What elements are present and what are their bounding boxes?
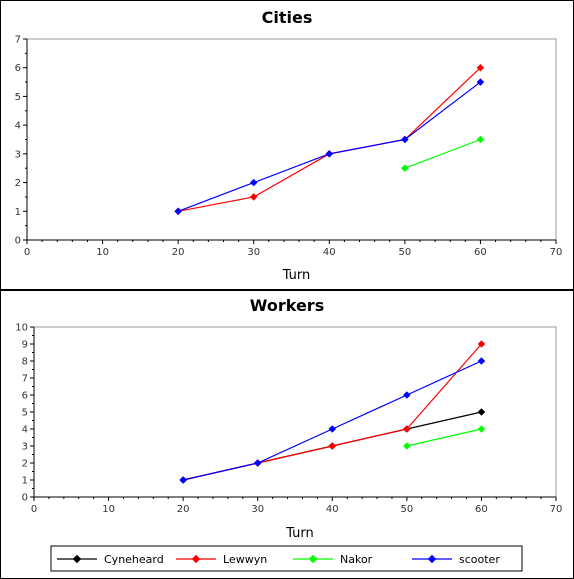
chart1-data-point-scooter (477, 357, 486, 365)
chart1-data-point-lewwyn (403, 425, 411, 433)
chart1-x-tick-label: 30 (251, 504, 264, 515)
chart0-y-tick-label: 2 (15, 178, 21, 189)
chart1-x-tick-label: 20 (177, 504, 190, 515)
legend-label-cyneheard: Cyneheard (104, 553, 164, 566)
chart1-x-tick-label: 40 (326, 504, 339, 515)
chart1-x-tick-label: 60 (475, 504, 488, 515)
chart1-x-axis-label: Turn (285, 526, 314, 541)
legend-item-nakor: Nakor (293, 553, 373, 566)
chart1-series-scooter (179, 357, 486, 484)
legend-marker-cyneheard (72, 554, 82, 564)
legend: Cyneheard Lewwyn Nakor scooter (50, 545, 523, 572)
chart0-x-tick-label: 0 (24, 247, 30, 258)
legend-marker-nakor (308, 554, 318, 564)
legend-label-scooter: scooter (459, 553, 500, 566)
chart0-y-tick-label: 0 (15, 236, 21, 247)
chart1-plot-area (33, 326, 557, 498)
chart1-data-point-scooter (403, 391, 411, 399)
chart0-series-line-nakor (404, 138, 481, 169)
chart1-x-tick-label: 70 (550, 504, 563, 515)
chart0-data-point-scooter (174, 207, 182, 216)
workers-chart: Workers 0 10 20 30 40 50 60 70 0 1 2 3 4 5 6 7 8 9 10 Turn (15, 296, 562, 541)
chart1-y-tick-label: 10 (15, 323, 28, 334)
chart0-data-point-scooter (325, 150, 334, 158)
chart0-y-tick-label: 3 (15, 149, 21, 160)
chart0-y-tick-label: 6 (15, 63, 21, 74)
chart1-data-point-lewwyn (477, 340, 486, 348)
chart1-x-tick-label: 10 (102, 504, 115, 515)
legend-label-nakor: Nakor (340, 553, 373, 566)
chart1-data-point-nakor (477, 425, 486, 433)
chart1-series-nakor (403, 425, 486, 450)
chart1-x-tick-label: 0 (31, 504, 37, 515)
legend-item-scooter: scooter (412, 553, 500, 566)
chart1-y-tick-label: 9 (22, 340, 28, 351)
chart1-data-point-lewwyn (328, 442, 337, 450)
chart0-x-tick-label: 30 (247, 247, 260, 258)
chart0-y-tick-label: 7 (15, 35, 21, 46)
chart1-data-point-scooter (328, 425, 337, 433)
chart0-y-tick-label: 5 (15, 92, 21, 103)
chart0-data-point-lewwyn (476, 63, 485, 72)
chart0-title: Cities (262, 8, 313, 27)
chart0-data-point-nakor (401, 164, 409, 173)
chart1-data-point-cyneheard (477, 408, 486, 416)
chart1-x-tick-label: 50 (400, 504, 413, 515)
chart0-x-tick-label: 50 (398, 247, 411, 258)
chart1-y-tick-label: 5 (22, 408, 28, 419)
legend-item-lewwyn: Lewwyn (176, 553, 267, 566)
chart0-x-tick-label: 20 (172, 247, 185, 258)
chart0-data-point-scooter (476, 78, 485, 86)
panel-divider (0, 289, 574, 291)
legend-item-cyneheard: Cyneheard (57, 553, 164, 566)
cities-chart: Cities 0 10 20 30 40 50 60 70 0 1 2 3 4 5 6 7 Turn (15, 8, 563, 283)
chart0-data-point-scooter (401, 135, 409, 144)
chart1-series-line-nakor (406, 428, 482, 447)
chart0-series-nakor (401, 135, 485, 173)
chart1-data-point-nakor (403, 442, 411, 450)
chart0-x-tick-label: 10 (96, 247, 109, 258)
chart0-data-point-lewwyn (249, 193, 258, 201)
chart0-x-tick-label: 70 (550, 247, 563, 258)
chart0-plot-area (26, 38, 557, 241)
chart1-y-tick-label: 4 (22, 425, 28, 436)
chart1-title: Workers (250, 296, 324, 315)
chart0-series-scooter (174, 78, 485, 216)
chart1-y-tick-label: 2 (22, 459, 28, 470)
chart0-x-tick-label: 40 (323, 247, 336, 258)
legend-marker-lewwyn (191, 554, 201, 564)
legend-label-lewwyn: Lewwyn (223, 553, 267, 566)
chart0-y-tick-label: 4 (15, 121, 21, 132)
chart1-data-point-scooter (253, 459, 262, 467)
chart1-data-point-scooter (179, 476, 187, 484)
chart1-y-tick-label: 1 (22, 476, 28, 487)
legend-marker-scooter (427, 554, 437, 564)
chart1-y-tick-label: 3 (22, 442, 28, 453)
chart1-y-tick-label: 0 (22, 493, 28, 504)
chart0-x-axis-label: Turn (282, 268, 311, 283)
chart0-data-point-scooter (249, 178, 258, 187)
chart1-y-tick-label: 8 (22, 357, 28, 368)
chart0-data-point-nakor (476, 135, 485, 144)
chart0-x-tick-label: 60 (474, 247, 487, 258)
chart1-y-tick-label: 7 (22, 374, 28, 385)
chart1-y-tick-label: 6 (22, 391, 28, 402)
chart0-y-tick-label: 1 (15, 207, 21, 218)
